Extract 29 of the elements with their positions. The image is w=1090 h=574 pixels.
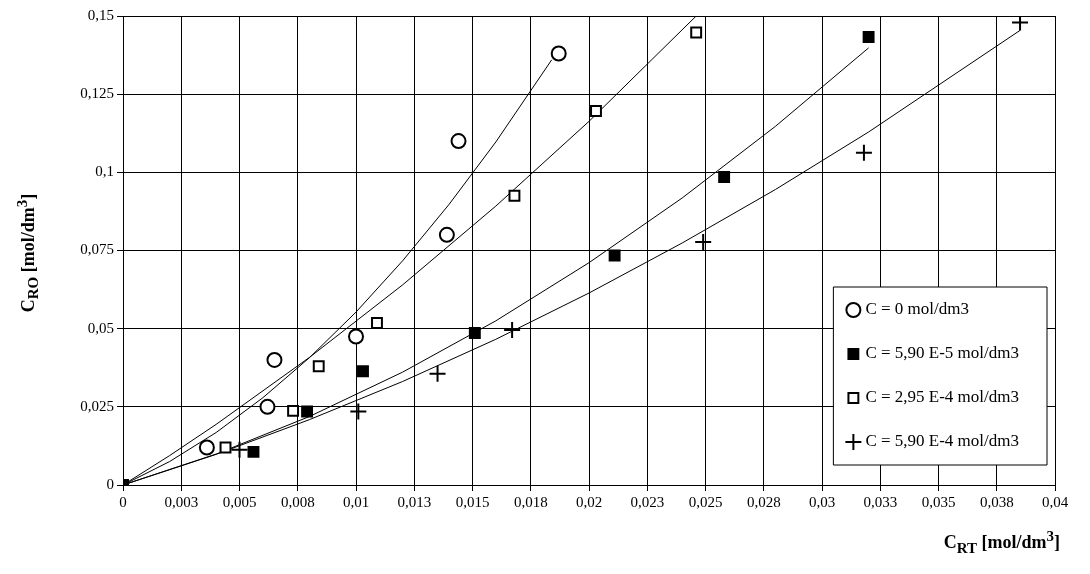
legend-label: C = 5,90 E-5 mol/dm3 — [865, 343, 1020, 363]
x-tick-label: 0,025 — [688, 493, 723, 510]
y-tick-label: 0,025 — [80, 397, 114, 414]
x-tick-label: 0,013 — [397, 493, 432, 510]
x-tick-label: 0,018 — [513, 493, 548, 510]
legend-label: C = 2,95 E-4 mol/dm3 — [865, 387, 1020, 407]
x-tick-label: 0,023 — [630, 493, 665, 510]
legend-label: C = 5,90 E-4 mol/dm3 — [865, 431, 1020, 451]
y-tick-label: 0,125 — [80, 85, 114, 102]
x-tick-label: 0,005 — [222, 493, 257, 510]
y-tick-label: 0,05 — [87, 319, 114, 336]
x-tick-label: 0,008 — [280, 493, 315, 510]
x-tick-label: 0,015 — [455, 493, 490, 510]
x-tick-label: 0,02 — [575, 493, 603, 510]
x-axis-title: C$_{RT}$ [mol/dm$^{3}$] — [943, 528, 1060, 557]
x-tick-label: 0,028 — [746, 493, 781, 510]
y-tick-label: 0 — [106, 475, 114, 492]
x-tick-label: 0,01 — [342, 493, 370, 510]
y-tick-label: 0,075 — [80, 241, 114, 258]
x-tick-label: 0,035 — [921, 493, 956, 510]
x-tick-label: 0,003 — [164, 493, 199, 510]
x-tick-label: 0,033 — [863, 493, 898, 510]
legend-label: C = 0 mol/dm3 — [865, 299, 969, 319]
x-tick-label: 0 — [119, 493, 127, 510]
x-tick-label: 0,038 — [979, 493, 1014, 510]
y-tick-label: 0,1 — [95, 163, 114, 180]
x-tick-label: 0,03 — [808, 493, 836, 510]
x-tick-label: 0,04 — [1041, 493, 1069, 510]
y-tick-label: 0,15 — [87, 6, 114, 23]
